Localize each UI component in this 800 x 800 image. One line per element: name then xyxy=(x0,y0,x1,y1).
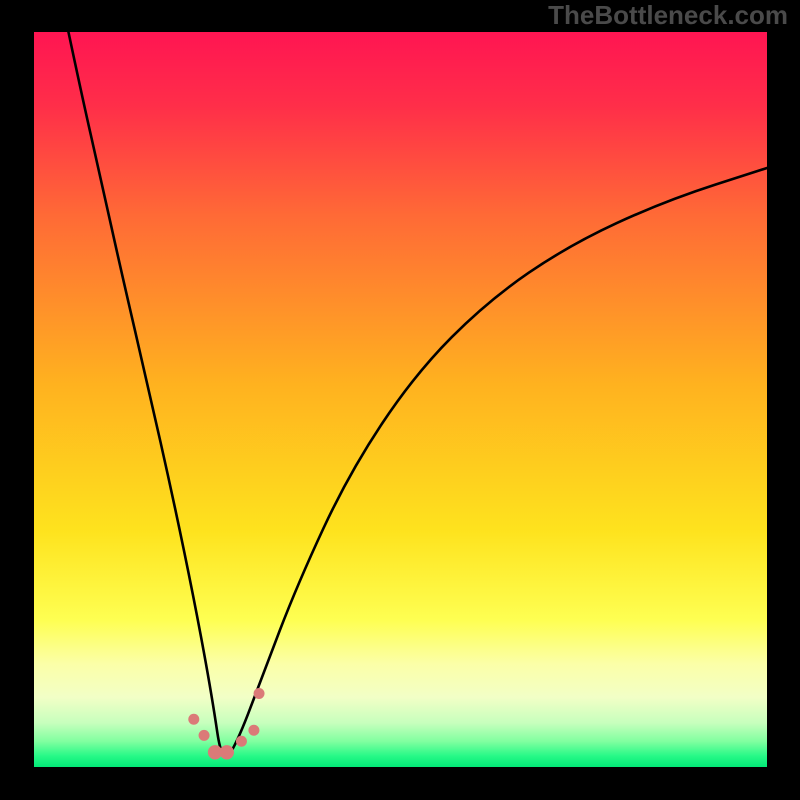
curve-marker xyxy=(188,714,199,725)
curve-marker xyxy=(220,745,234,759)
curve-marker xyxy=(199,730,210,741)
bottleneck-chart: TheBottleneck.com xyxy=(0,0,800,800)
watermark: TheBottleneck.com xyxy=(548,0,788,30)
curve-marker xyxy=(236,736,247,747)
curve-marker xyxy=(254,688,265,699)
plot-area xyxy=(34,32,767,767)
curve-marker xyxy=(248,725,259,736)
